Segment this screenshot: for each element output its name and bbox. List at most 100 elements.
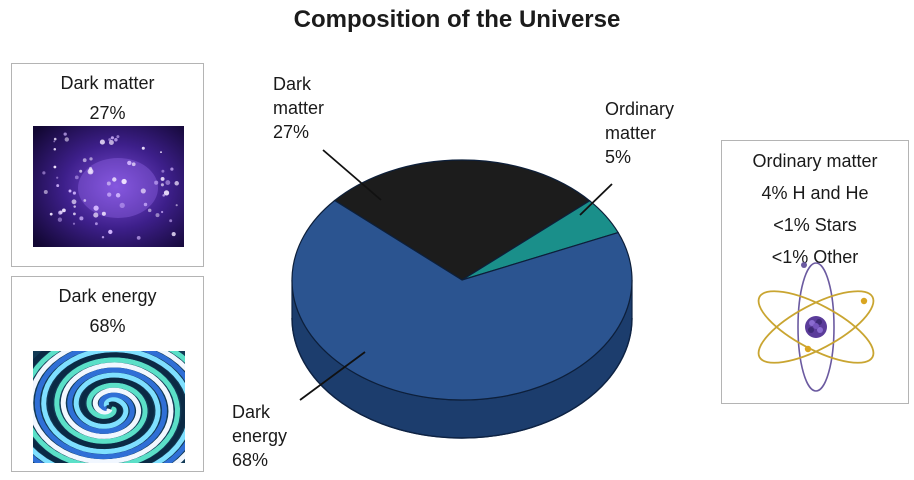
pie-label-dark-energy-line1: Dark (232, 402, 271, 422)
swirl-image (33, 351, 185, 463)
galaxy-star (72, 222, 76, 225)
galaxy-star (161, 169, 165, 173)
galaxy-star (71, 199, 77, 205)
leader-line-dark-energy (299, 351, 366, 401)
pie-label-dark-energy: Dark energy 68% (232, 400, 287, 472)
pie-label-ordinary-matter-line1: Ordinary (605, 99, 675, 119)
galaxy-star (53, 140, 56, 143)
galaxy-star (53, 148, 57, 151)
ordinary-matter-line-1: 4% H and He (761, 183, 869, 203)
slice-dark-energy (291, 199, 633, 401)
pie-label-dark-matter-line1: Dark (273, 74, 312, 94)
swirl-arm (33, 351, 185, 463)
galaxy-star (53, 165, 57, 169)
pie-label-dark-matter-line3: 27% (273, 122, 310, 142)
galaxy-star (143, 202, 148, 207)
galaxy-star (42, 171, 46, 175)
galaxy-star (147, 208, 152, 213)
galaxy-star (160, 210, 164, 214)
galaxy-star (43, 190, 48, 194)
galaxy-star (170, 167, 174, 171)
galaxy-star (79, 216, 84, 221)
pie-label-ordinary-matter-line3: 5% (605, 147, 632, 167)
ordinary-matter-panel-name: Ordinary matter (752, 151, 878, 171)
galaxy-star (107, 192, 112, 197)
galaxy-star (93, 205, 99, 211)
galaxy-star (171, 232, 176, 237)
galaxy-star (101, 211, 106, 216)
galaxy-star (162, 194, 165, 197)
swirl-arm (33, 351, 185, 463)
galaxy-star (119, 202, 125, 209)
swirl-arm (33, 351, 185, 463)
galaxy-star (64, 137, 69, 142)
galaxy-star (115, 193, 121, 198)
galaxy-star (62, 208, 66, 213)
galaxy-star (57, 217, 63, 222)
galaxy-star (155, 213, 160, 218)
galaxy-star (175, 204, 178, 207)
ordinary-matter-line-2: <1% Stars (773, 215, 857, 235)
pie-label-ordinary-matter: Ordinary matter 5% (605, 97, 674, 169)
galaxy-star (163, 190, 170, 196)
galaxy-star (136, 236, 141, 240)
galaxy-star (56, 176, 59, 179)
galaxy-star (110, 136, 114, 140)
galaxy-star (174, 181, 179, 186)
pie-bottom-edge (291, 317, 633, 439)
galaxy-star (165, 180, 171, 186)
dark-energy-panel-percent: 68% (89, 316, 126, 336)
galaxy-star (106, 181, 111, 186)
ordinary-matter-panel: Ordinary matter 4% H and He <1% Stars <1… (721, 140, 909, 404)
swirl-arm (33, 351, 185, 463)
dark-energy-panel: Dark energy 68% (11, 276, 204, 472)
galaxy-star (94, 222, 98, 226)
pie-label-dark-energy-line2: energy (232, 426, 288, 446)
galaxy-star (114, 137, 118, 142)
galaxy-star (83, 199, 87, 202)
galaxy-star (169, 219, 173, 223)
dark-matter-panel-percent: 27% (89, 103, 126, 123)
dark-matter-panel: Dark matter 27% (11, 63, 204, 267)
galaxy-star (160, 151, 162, 154)
galaxy-star (73, 212, 76, 216)
atom-icon (757, 262, 875, 392)
ordinary-matter-line-3: <1% Other (771, 247, 859, 267)
swirl-arm (33, 351, 185, 463)
galaxy-star (108, 138, 112, 142)
galaxy-star (53, 137, 57, 141)
galaxy-star (140, 188, 146, 194)
galaxy-star (68, 189, 72, 193)
chart-title: Composition of the Universe (293, 6, 621, 33)
galaxy-star (72, 191, 76, 195)
galaxy-star (63, 132, 67, 136)
galaxy-star (82, 158, 87, 163)
galaxy-star (116, 135, 120, 139)
galaxy-star (49, 212, 53, 216)
galaxy-cluster-image (33, 126, 184, 247)
galaxy-star (56, 184, 60, 188)
leader-line-ordinary-matter (579, 183, 613, 216)
dark-matter-panel-name: Dark matter (60, 73, 155, 93)
pie-label-dark-matter-line2: matter (273, 98, 325, 118)
pie-label-ordinary-matter-line2: matter (605, 123, 657, 143)
galaxy-star (154, 180, 159, 185)
galaxy-star (79, 169, 83, 173)
galaxy-star (160, 183, 164, 187)
galaxy-star (108, 140, 114, 145)
galaxy-star (87, 168, 94, 175)
pie-label-dark-energy-line3: 68% (232, 450, 269, 470)
galaxy-star (121, 178, 127, 185)
galaxy-star (141, 146, 145, 150)
galaxy-star (99, 139, 105, 145)
galaxy-star (93, 212, 99, 218)
galaxy-star (59, 210, 63, 214)
galaxy-star (73, 205, 76, 208)
leader-line-dark-matter (322, 149, 382, 201)
galaxy-star (101, 235, 105, 239)
galaxy-star (131, 162, 136, 167)
galaxy-star (74, 175, 79, 180)
dark-energy-panel-name: Dark energy (58, 286, 157, 306)
galaxy-star (160, 176, 165, 181)
